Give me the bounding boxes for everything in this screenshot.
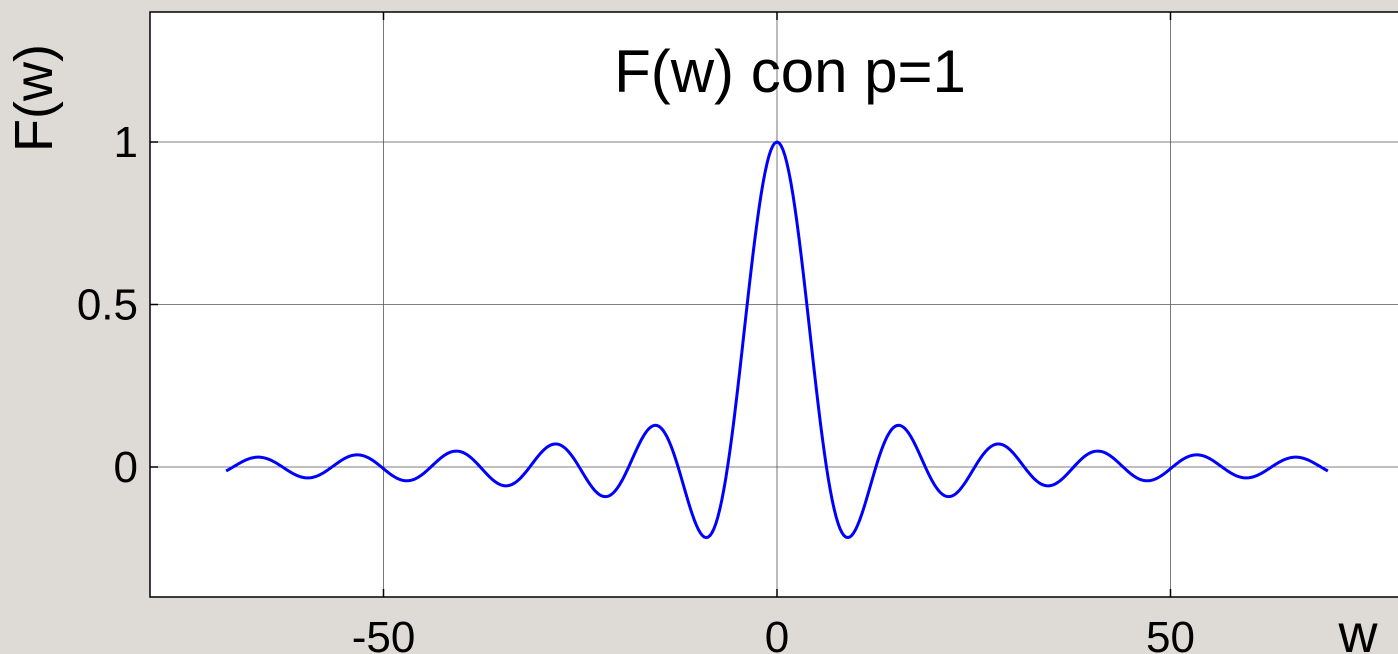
x-tick-label: 50 bbox=[1146, 613, 1195, 654]
grid bbox=[150, 12, 1398, 597]
y-tick-labels: 00.51 bbox=[77, 118, 138, 492]
y-axis-title: F(w) bbox=[4, 44, 64, 152]
y-tick-label: 0 bbox=[114, 443, 138, 492]
y-tick-label: 0.5 bbox=[77, 281, 138, 330]
chart-title: F(w) con p=1 bbox=[614, 38, 966, 105]
x-tick-labels: -50 0 50 bbox=[352, 613, 1195, 654]
x-tick-label: -50 bbox=[352, 613, 416, 654]
series-line bbox=[225, 140, 1329, 540]
x-axis-title: w bbox=[1338, 604, 1379, 654]
tick-marks bbox=[150, 12, 1172, 597]
y-tick-label: 1 bbox=[114, 118, 138, 167]
x-tick-label: 0 bbox=[765, 613, 789, 654]
